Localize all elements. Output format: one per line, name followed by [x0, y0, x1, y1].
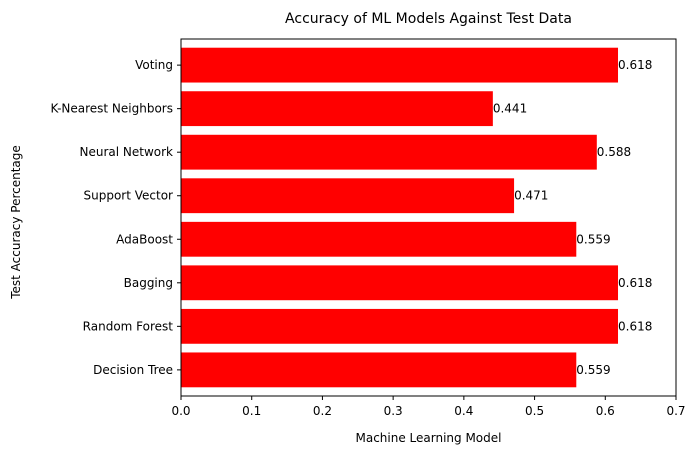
y-tick-label-voting: Voting	[135, 58, 173, 72]
bar-neural-network	[181, 134, 597, 170]
bar-support-vector	[181, 178, 515, 214]
x-tick-label-5: 0.5	[525, 404, 544, 418]
y-tick-label-neural-network: Neural Network	[79, 145, 173, 159]
y-tick-label-k-nearest-neighbors: K-Nearest Neighbors	[50, 102, 173, 116]
x-tick-label-4: 0.4	[454, 404, 473, 418]
bars-layer	[181, 47, 619, 388]
y-axis-label: Test Accuracy Percentage	[9, 145, 23, 300]
bar-k-nearest-neighbors	[181, 91, 493, 127]
data-label-neural-network: 0.588	[597, 145, 631, 159]
bar-bagging	[181, 265, 619, 301]
bar-random-forest	[181, 308, 619, 344]
x-axis: 0.0 0.1 0.2 0.3 0.4 0.5 0.6 0.7	[171, 396, 686, 418]
x-tick-label-3: 0.3	[384, 404, 403, 418]
data-label-voting: 0.618	[618, 58, 652, 72]
bar-voting	[181, 47, 619, 83]
y-tick-label-random-forest: Random Forest	[83, 319, 174, 333]
data-label-k-nearest-neighbors: 0.441	[493, 102, 527, 116]
x-tick-label-1: 0.1	[242, 404, 261, 418]
data-label-decision-tree: 0.559	[576, 363, 610, 377]
y-tick-label-bagging: Bagging	[124, 276, 173, 290]
bar-decision-tree	[181, 352, 577, 388]
y-tick-label-decision-tree: Decision Tree	[93, 363, 173, 377]
data-label-bagging: 0.618	[618, 276, 652, 290]
y-tick-label-adaboost: AdaBoost	[116, 232, 173, 246]
data-labels-layer: 0.559 0.618 0.618 0.559 0.471 0.588 0.441 0.618	[493, 58, 653, 377]
plot-frame	[180, 38, 677, 397]
bar-adaboost	[181, 221, 577, 257]
data-label-adaboost: 0.559	[576, 232, 610, 246]
y-axis: Decision Tree Random Forest Bagging AdaBoos…	[50, 58, 181, 377]
x-tick-label-7: 0.7	[666, 404, 685, 418]
x-tick-label-0: 0.0	[171, 404, 190, 418]
chart-title: Accuracy of ML Models Against Test Data	[285, 11, 572, 27]
data-label-support-vector: 0.471	[514, 189, 548, 203]
y-tick-label-support-vector: Support Vector	[84, 189, 174, 203]
data-label-random-forest: 0.618	[618, 319, 652, 333]
x-axis-label: Machine Learning Model	[356, 431, 502, 445]
x-tick-label-6: 0.6	[596, 404, 615, 418]
x-tick-label-2: 0.2	[313, 404, 332, 418]
